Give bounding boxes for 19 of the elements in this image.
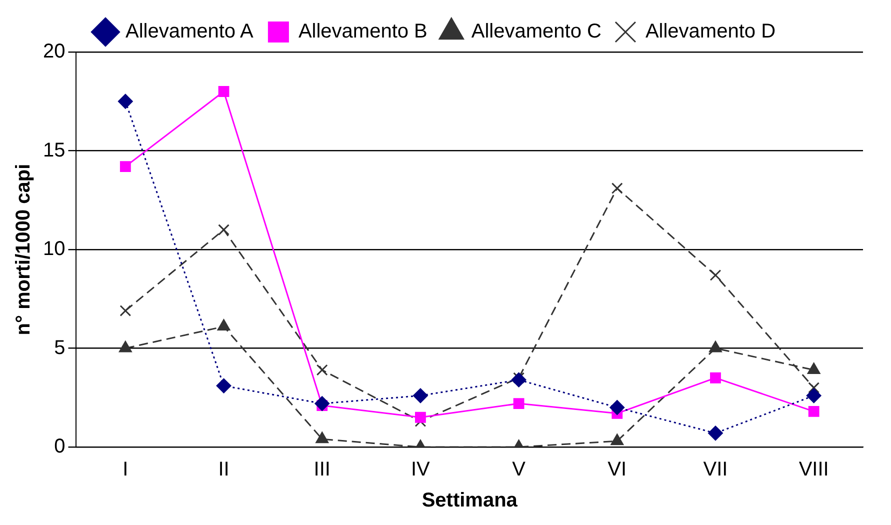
y-tick-label: 15 — [42, 139, 66, 162]
x-axis-title: Settimana — [422, 490, 518, 512]
y-tick-label: 0 — [54, 436, 66, 458]
x-tick-label: III — [314, 458, 330, 481]
legend-label: Allevamento D — [645, 20, 776, 43]
legend-label: Allevamento C — [471, 20, 602, 43]
x-tick-label: I — [122, 458, 128, 481]
x-tick-label: V — [512, 458, 526, 481]
x-tick-label: VI — [608, 458, 627, 481]
y-tick-label: 20 — [42, 40, 66, 63]
y-tick-label: 10 — [42, 238, 66, 260]
legend-label: Allevamento B — [298, 20, 428, 43]
y-axis-title: n° morti/1000 capi — [12, 164, 35, 336]
x-tick-label: VII — [703, 458, 728, 481]
x-tick-label: VIII — [798, 458, 829, 481]
legend-label: Allevamento A — [125, 20, 254, 43]
y-tick-label: 5 — [54, 336, 66, 359]
x-tick-label: II — [218, 458, 230, 481]
x-tick-label: IV — [411, 458, 431, 481]
